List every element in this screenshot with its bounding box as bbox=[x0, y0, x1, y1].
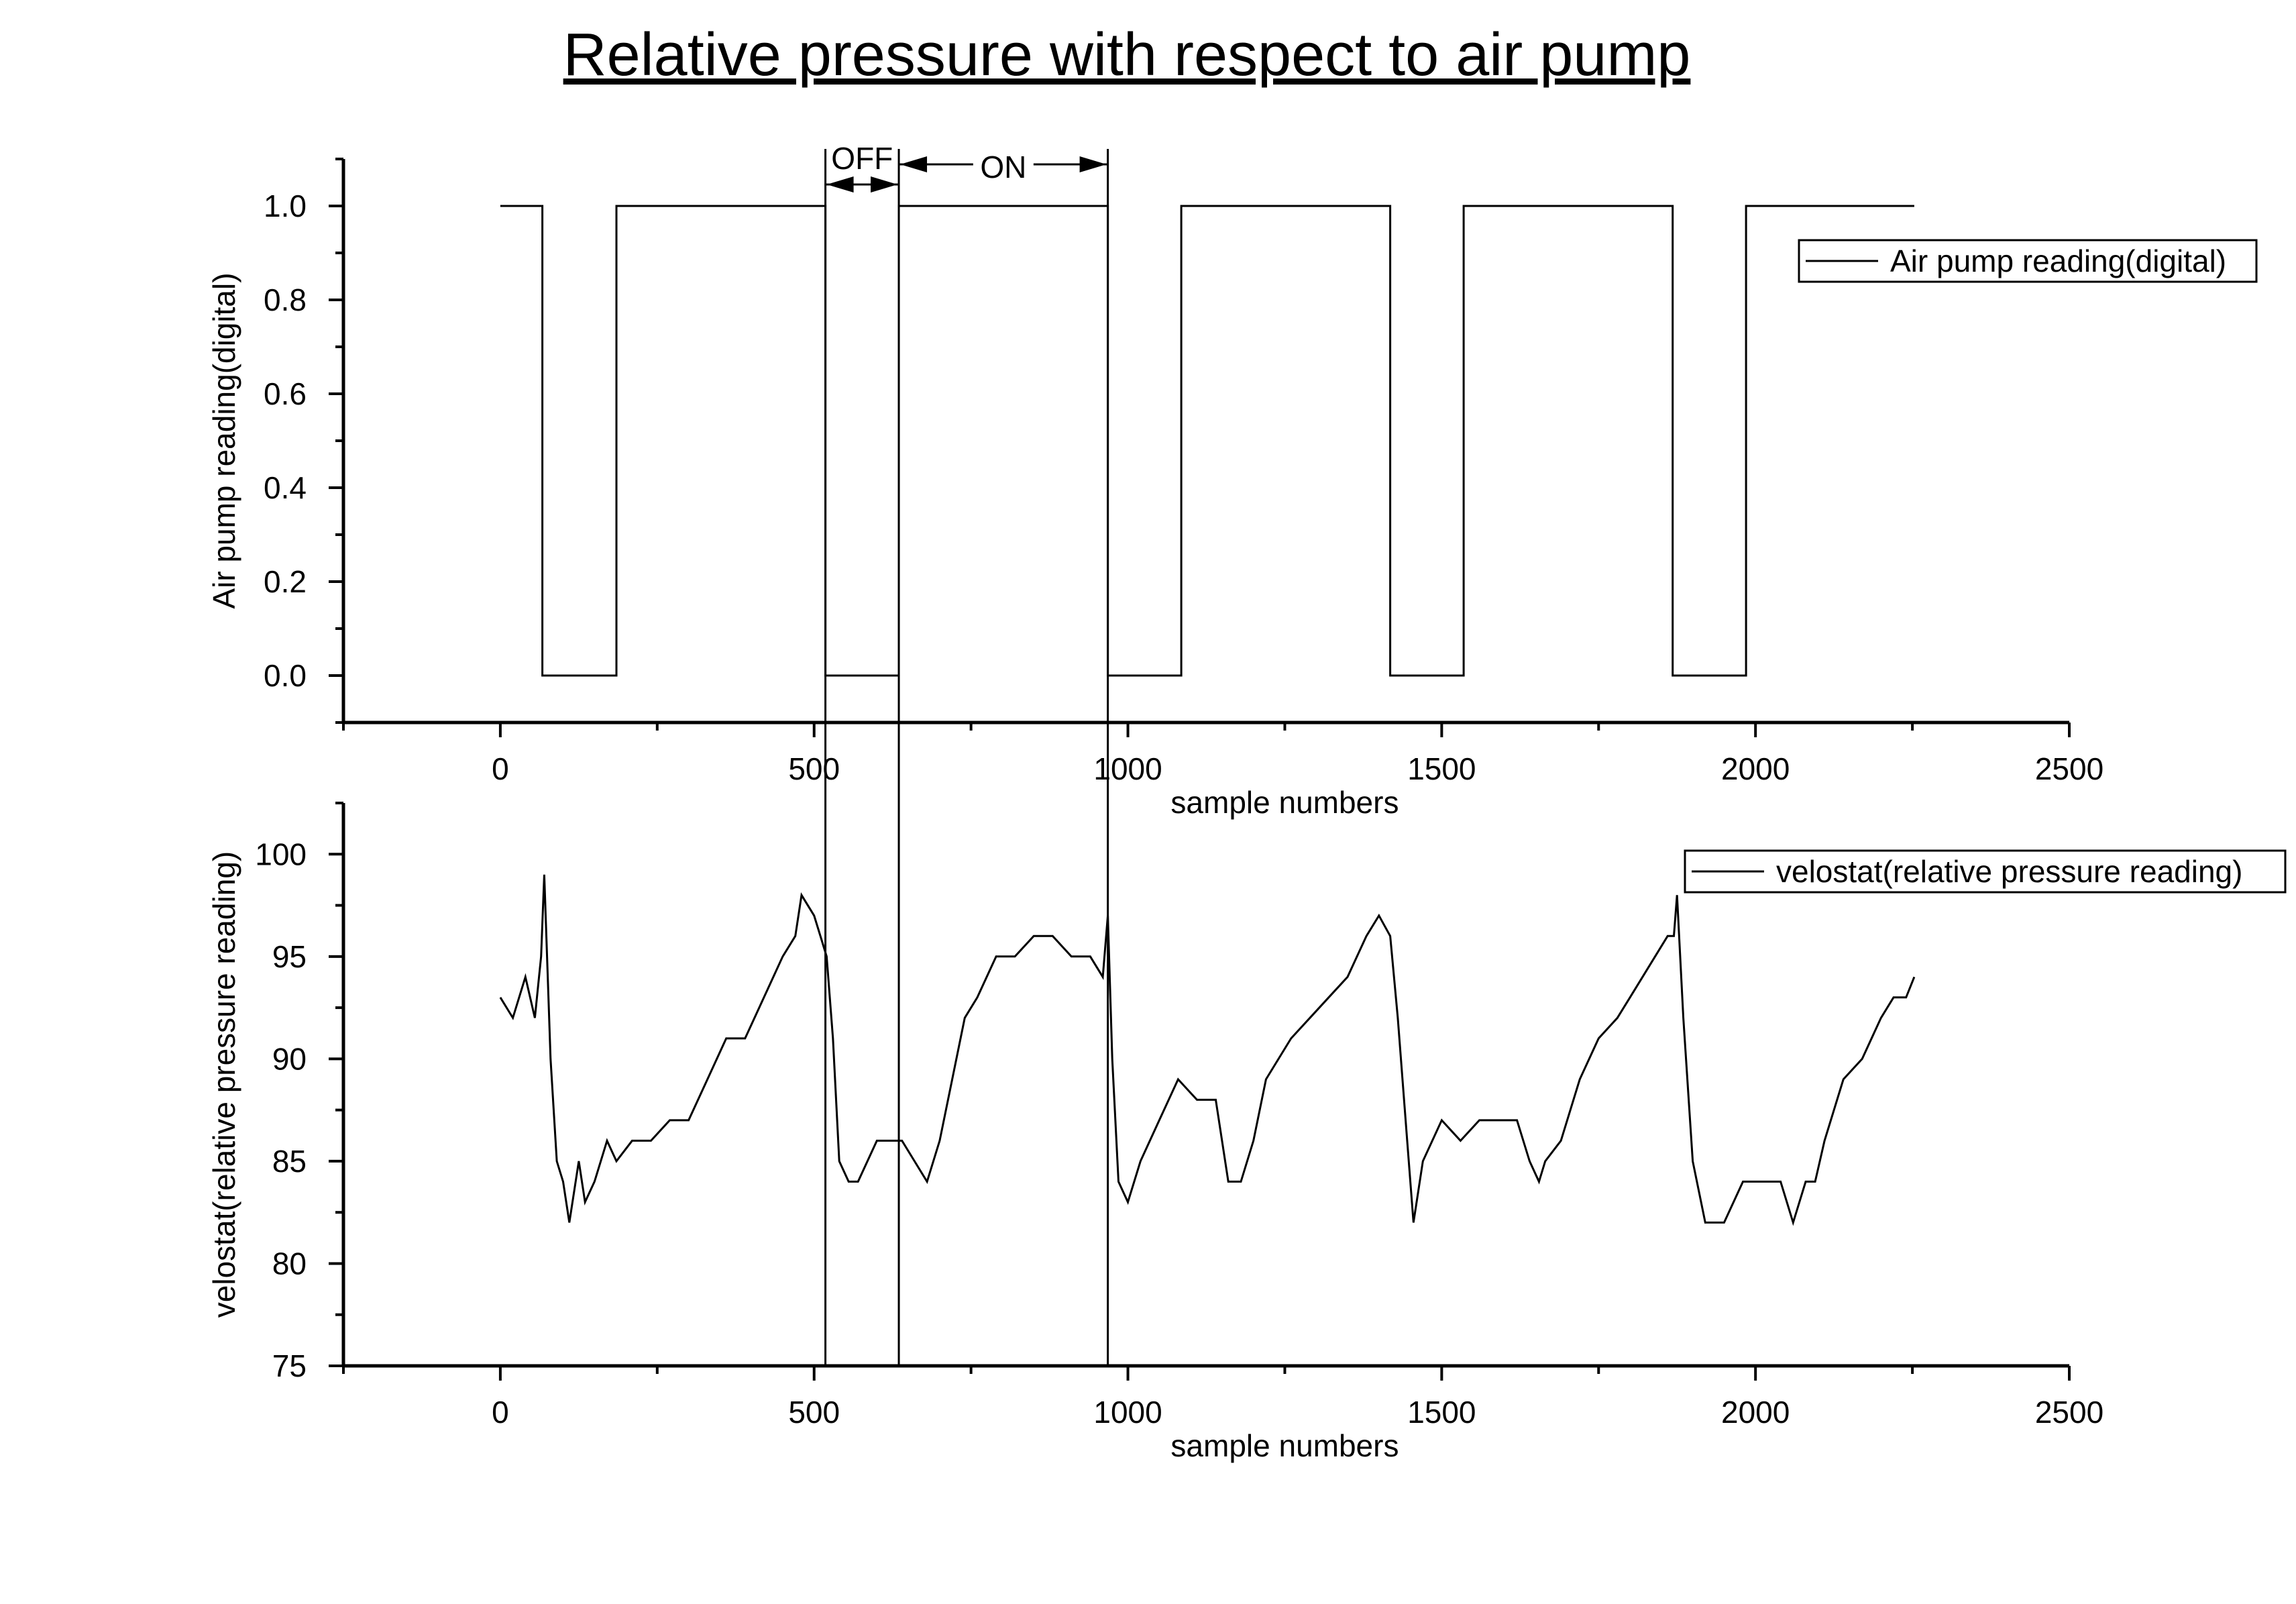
annotation-label-off: OFF bbox=[831, 141, 893, 176]
arrowhead bbox=[871, 176, 898, 193]
series-line bbox=[499, 874, 1916, 1226]
annotation-label-on: ON bbox=[980, 150, 1026, 184]
x-tick-label: 0 bbox=[492, 751, 509, 786]
x-tick-label: 1500 bbox=[1407, 751, 1476, 786]
legend-box bbox=[1684, 849, 2287, 894]
x-tick-label: 2000 bbox=[1721, 751, 1790, 786]
y-tick-label: 0.6 bbox=[264, 376, 307, 411]
series-line bbox=[500, 205, 1914, 677]
x-tick-label: 0 bbox=[492, 1395, 509, 1430]
y-tick-label: 0.8 bbox=[264, 282, 307, 317]
x-tick-label: 500 bbox=[788, 1395, 840, 1430]
arrowhead bbox=[826, 176, 854, 193]
x-tick-label: 2500 bbox=[2035, 751, 2103, 786]
y-axis-label: velostat(relative pressure reading) bbox=[207, 851, 241, 1318]
x-axis-label: sample numbers bbox=[1170, 785, 1399, 820]
x-tick-label: 1000 bbox=[1093, 1395, 1162, 1430]
x-axis-label: sample numbers bbox=[1170, 1428, 1399, 1463]
legend-label: Air pump reading(digital) bbox=[1890, 244, 2226, 278]
chart-panel-velostat: 0 500 1000 1500 2000 2500 75 80 85 90 95 100 sample … bbox=[207, 802, 2287, 1463]
x-tick-label: 1000 bbox=[1093, 751, 1162, 786]
annotation-layer: OFF ON bbox=[824, 141, 1109, 1366]
x-tick-label: 2000 bbox=[1721, 1395, 1790, 1430]
y-tick-label: 100 bbox=[255, 837, 307, 871]
y-tick-label: 0.0 bbox=[264, 658, 307, 693]
chart-title: Relative pressure with respect to air pu… bbox=[563, 21, 1691, 89]
y-tick-label: 75 bbox=[272, 1348, 307, 1383]
y-tick-label: 95 bbox=[272, 939, 307, 974]
x-tick-label: 2500 bbox=[2035, 1395, 2103, 1430]
y-tick-label: 90 bbox=[272, 1041, 307, 1076]
arrowhead bbox=[1079, 156, 1107, 172]
y-axis-label: Air pump reading(digital) bbox=[207, 272, 241, 608]
y-tick-label: 80 bbox=[272, 1246, 307, 1281]
chart-panel-air-pump: 0 500 1000 1500 2000 2500 0.0 0.2 0.4 0.6 0.8 1.0 sa… bbox=[207, 158, 2258, 820]
y-tick-label: 85 bbox=[272, 1144, 307, 1179]
x-tick-label: 1500 bbox=[1407, 1395, 1476, 1430]
y-tick-label: 0.2 bbox=[264, 564, 307, 599]
y-tick-label: 0.4 bbox=[264, 470, 307, 505]
x-tick-label: 500 bbox=[788, 751, 840, 786]
legend-label: velostat(relative pressure reading) bbox=[1776, 854, 2242, 889]
y-tick-label: 1.0 bbox=[264, 189, 307, 223]
arrowhead bbox=[900, 156, 928, 172]
